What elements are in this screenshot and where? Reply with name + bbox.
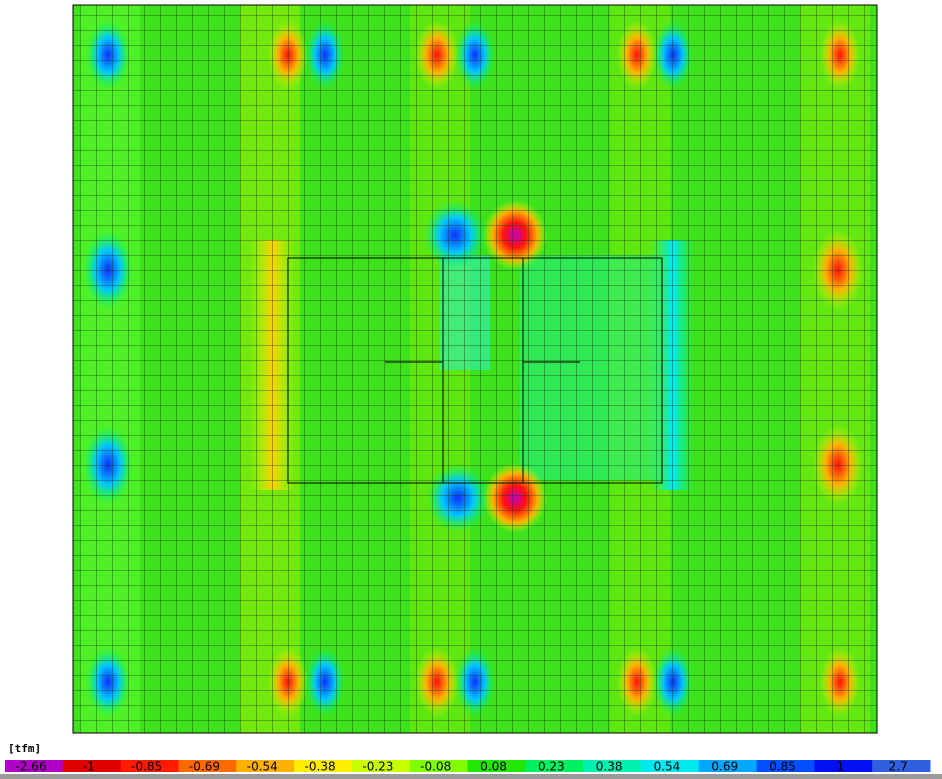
legend: -2.66 -1 -0.85 -0.69 -0.54 -0.38 -0.23 -0.08 0.0… — [5, 760, 931, 774]
page: [tfm] -2.66 -1 -0.85 -0.69 -0.54 -0.38 -0.23 -0… — [0, 0, 942, 779]
legend-label: 0.54 — [654, 760, 681, 774]
legend-label: -0.54 — [247, 760, 278, 774]
legend-label: -0.23 — [362, 760, 393, 774]
legend-label: 0.08 — [480, 760, 507, 774]
legend-label: -0.08 — [420, 760, 451, 774]
screenshot: [tfm] -2.66 -1 -0.85 -0.69 -0.54 -0.38 -0.23 -0… — [0, 0, 942, 779]
legend-label: -0.69 — [189, 760, 220, 774]
legend-label: -2.66 — [15, 760, 46, 774]
legend-label: 0.69 — [711, 760, 738, 774]
legend-unit: [tfm] — [8, 742, 41, 755]
status-bar — [0, 774, 942, 779]
legend-label: 2.7 — [889, 760, 908, 774]
contour-plot — [73, 5, 877, 733]
legend-label: 0.38 — [596, 760, 623, 774]
legend-label: 1 — [837, 760, 845, 774]
legend-label: -0.38 — [305, 760, 336, 774]
legend-label: 0.85 — [769, 760, 796, 774]
legend-label: -0.85 — [131, 760, 162, 774]
legend-label: 0.23 — [538, 760, 565, 774]
legend-label: -1 — [83, 760, 95, 774]
